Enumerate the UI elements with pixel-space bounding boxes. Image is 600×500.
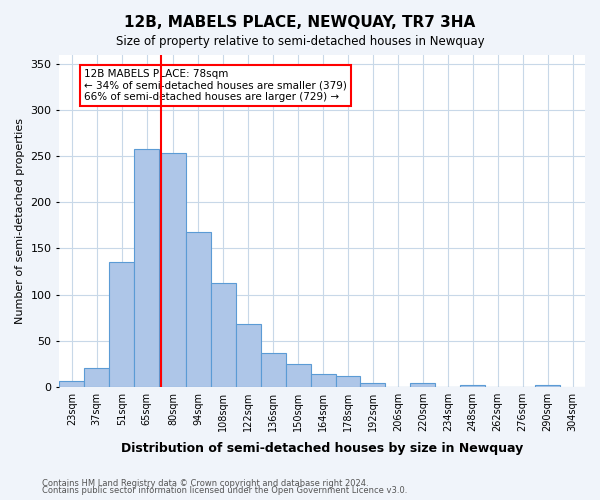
Text: 12B MABELS PLACE: 78sqm
← 34% of semi-detached houses are smaller (379)
66% of s: 12B MABELS PLACE: 78sqm ← 34% of semi-de… xyxy=(84,69,347,102)
Bar xyxy=(134,149,159,386)
X-axis label: Distribution of semi-detached houses by size in Newquay: Distribution of semi-detached houses by … xyxy=(121,442,523,455)
Text: 12B, MABELS PLACE, NEWQUAY, TR7 3HA: 12B, MABELS PLACE, NEWQUAY, TR7 3HA xyxy=(124,15,476,30)
Bar xyxy=(311,374,335,386)
Y-axis label: Number of semi-detached properties: Number of semi-detached properties xyxy=(15,118,25,324)
Bar xyxy=(361,383,385,386)
Bar xyxy=(109,262,134,386)
Bar xyxy=(286,364,311,386)
Text: Contains HM Land Registry data © Crown copyright and database right 2024.: Contains HM Land Registry data © Crown c… xyxy=(42,478,368,488)
Bar xyxy=(211,282,236,387)
Text: Size of property relative to semi-detached houses in Newquay: Size of property relative to semi-detach… xyxy=(116,35,484,48)
Bar xyxy=(335,376,361,386)
Bar xyxy=(410,383,436,386)
Bar xyxy=(260,354,286,386)
Bar xyxy=(161,152,186,386)
Bar xyxy=(84,368,109,386)
Bar xyxy=(59,381,84,386)
Bar xyxy=(186,232,211,386)
Bar xyxy=(236,324,260,386)
Text: Contains public sector information licensed under the Open Government Licence v3: Contains public sector information licen… xyxy=(42,486,407,495)
Bar xyxy=(535,385,560,386)
Bar xyxy=(460,385,485,386)
